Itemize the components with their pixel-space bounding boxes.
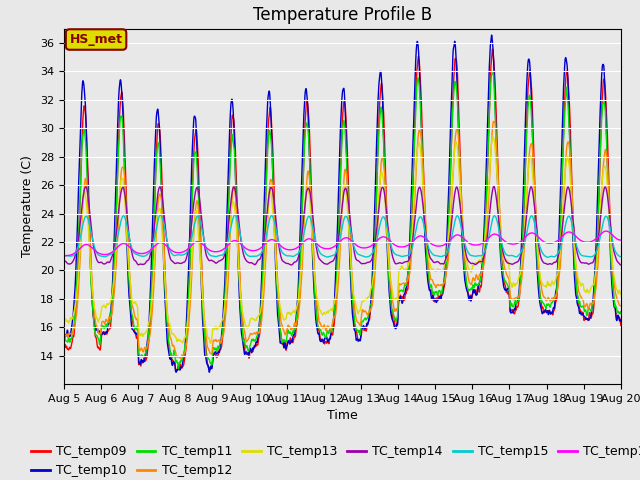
TC_temp14 [568,206,575,212]
Legend: TC_temp09, TC_temp10, TC_temp11, TC_temp12, TC_temp13, TC_temp14, TC_temp15, TC_: TC_temp09, TC_temp10, TC_temp11, TC_temp… [26,440,640,480]
TC_temp14 [490,183,498,189]
TC_temp14 [617,262,625,268]
TC_temp13 [359,299,367,304]
TC_temp12 [505,275,513,281]
TC_temp16 [583,240,591,245]
TC_temp16 [371,240,378,246]
TC_temp11 [175,366,182,372]
TC_temp15 [216,252,223,258]
TC_temp14 [504,260,512,266]
TC_temp15 [617,254,625,260]
TC_temp13 [489,134,497,140]
TC_temp09 [60,347,68,353]
TC_temp16 [60,253,68,259]
TC_temp14 [216,258,223,264]
TC_temp15 [371,245,379,251]
TC_temp10 [584,316,591,322]
TC_temp09 [568,185,576,191]
TC_temp12 [617,303,625,309]
TC_temp12 [584,303,591,309]
TC_temp11 [359,319,367,324]
TC_temp09 [172,368,180,373]
TC_temp16 [617,237,625,243]
TC_temp09 [617,323,625,328]
TC_temp10 [488,32,495,38]
TC_temp13 [505,260,513,266]
Line: TC_temp14: TC_temp14 [64,186,621,265]
TC_temp09 [371,241,379,247]
TC_temp15 [504,253,512,259]
TC_temp15 [584,253,591,259]
TC_temp16 [504,240,512,246]
TC_temp11 [371,241,379,247]
TC_temp11 [216,343,223,349]
Line: TC_temp11: TC_temp11 [64,73,621,369]
TC_temp12 [568,192,576,198]
TC_temp10 [568,212,576,217]
TC_temp12 [177,356,185,361]
TC_temp12 [60,333,68,338]
TC_temp14 [371,243,378,249]
Line: TC_temp10: TC_temp10 [64,35,621,372]
TC_temp15 [568,221,576,227]
TC_temp11 [505,285,513,290]
TC_temp15 [60,253,68,259]
TC_temp15 [359,253,367,259]
Line: TC_temp13: TC_temp13 [64,137,621,343]
TC_temp10 [205,369,213,375]
Text: HS_met: HS_met [70,33,123,46]
TC_temp13 [216,324,223,330]
TC_temp10 [216,349,223,355]
TC_temp09 [216,346,223,352]
TC_temp16 [568,230,575,236]
TC_temp15 [544,254,552,260]
Line: TC_temp15: TC_temp15 [64,215,621,257]
TC_temp11 [617,309,625,314]
TC_temp10 [371,206,379,212]
TC_temp14 [358,261,366,266]
TC_temp13 [617,292,625,298]
TC_temp10 [505,285,513,290]
Y-axis label: Temperature (C): Temperature (C) [22,156,35,257]
TC_temp10 [617,318,625,324]
Title: Temperature Profile B: Temperature Profile B [253,6,432,24]
TC_temp11 [584,311,591,316]
TC_temp11 [568,205,576,211]
TC_temp10 [359,325,367,331]
TC_temp14 [60,258,68,264]
Line: TC_temp09: TC_temp09 [64,49,621,371]
Line: TC_temp12: TC_temp12 [64,121,621,359]
TC_temp15 [157,212,164,218]
TC_temp09 [505,288,513,294]
TC_temp11 [60,336,68,341]
TC_temp12 [216,337,223,343]
TC_temp13 [371,258,379,264]
TC_temp16 [358,245,366,251]
TC_temp10 [60,336,68,342]
TC_temp09 [359,325,367,331]
TC_temp16 [602,228,610,234]
TC_temp16 [216,248,223,254]
TC_temp14 [584,261,591,266]
TC_temp13 [60,316,68,322]
TC_temp13 [568,207,576,213]
TC_temp09 [489,46,497,52]
TC_temp12 [371,273,379,279]
TC_temp09 [584,317,591,323]
TC_temp11 [490,70,497,76]
TC_temp12 [491,119,499,124]
TC_temp13 [584,287,591,293]
TC_temp12 [359,307,367,312]
X-axis label: Time: Time [327,409,358,422]
Line: TC_temp16: TC_temp16 [64,231,621,256]
TC_temp13 [207,340,214,346]
